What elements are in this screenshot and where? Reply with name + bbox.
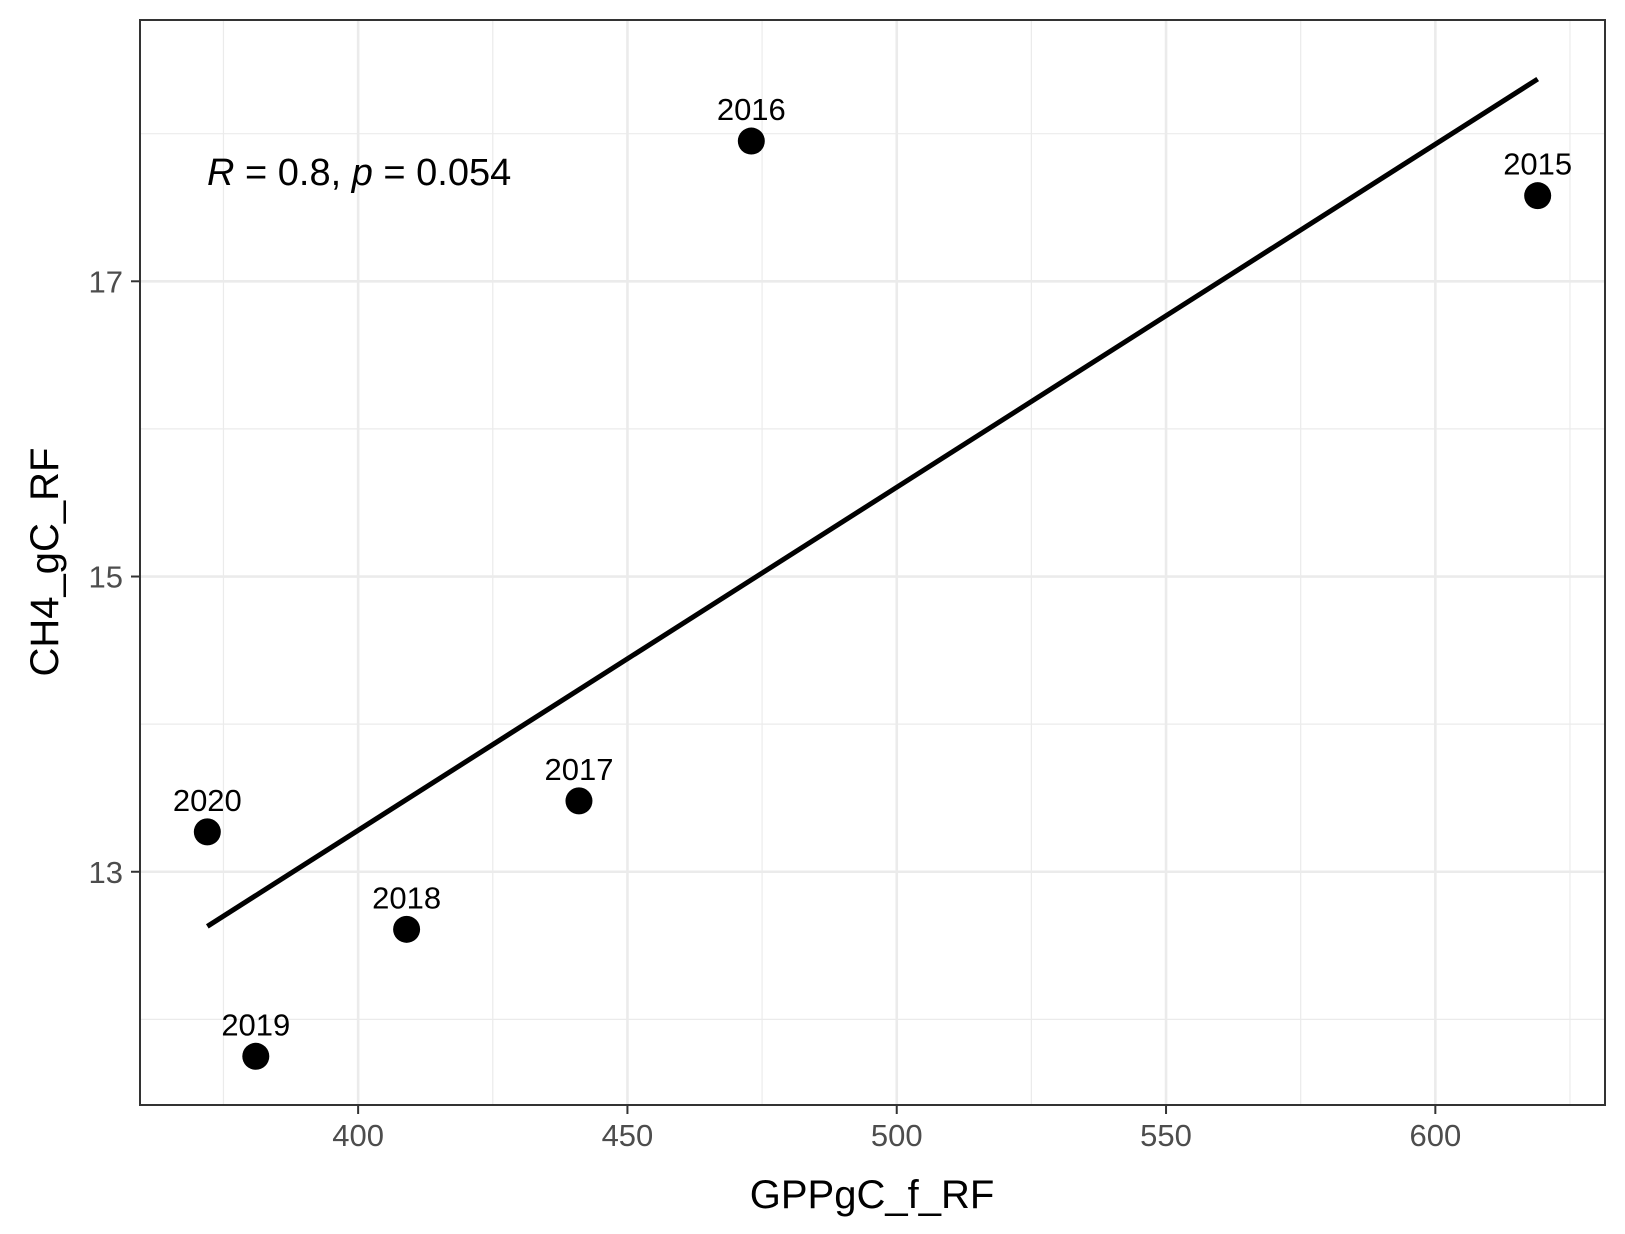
p-symbol: p bbox=[351, 152, 373, 194]
points-layer bbox=[193, 127, 1552, 1070]
x-tick-label: 550 bbox=[1140, 1118, 1192, 1153]
point-label-2018: 2018 bbox=[372, 880, 441, 915]
major-gridlines bbox=[140, 20, 1605, 1105]
y-tick-label: 13 bbox=[89, 855, 123, 890]
point-label-2016: 2016 bbox=[717, 92, 786, 127]
y-tick-label: 17 bbox=[89, 264, 123, 299]
panel-border bbox=[139, 19, 1606, 1106]
minor-gridlines bbox=[140, 20, 1605, 1105]
panel-background bbox=[140, 20, 1605, 1105]
point-label-2017: 2017 bbox=[544, 752, 613, 787]
p-value: = 0.054 bbox=[373, 152, 511, 194]
data-point-2018 bbox=[393, 915, 421, 943]
r-value: = 0.8, bbox=[234, 152, 351, 194]
data-point-2015 bbox=[1524, 182, 1552, 210]
regression-layer bbox=[205, 76, 1540, 929]
data-point-2019 bbox=[242, 1042, 270, 1070]
x-tick-label: 600 bbox=[1409, 1118, 1461, 1153]
point-label-2015: 2015 bbox=[1503, 147, 1572, 182]
data-point-2017 bbox=[565, 787, 593, 815]
point-label-2020: 2020 bbox=[173, 783, 242, 818]
x-tick-label: 450 bbox=[602, 1118, 654, 1153]
regression-line bbox=[205, 76, 1540, 929]
x-axis-ticks: 400 450 500 550 600 bbox=[332, 1105, 1461, 1153]
data-point-2020 bbox=[193, 818, 221, 846]
data-point-2016 bbox=[737, 127, 765, 155]
point-label-2019: 2019 bbox=[221, 1007, 290, 1042]
x-tick-label: 400 bbox=[332, 1118, 384, 1153]
x-tick-label: 500 bbox=[871, 1118, 923, 1153]
r-symbol: R bbox=[207, 152, 234, 194]
point-labels-layer: 2015 2016 2017 2018 2019 2020 bbox=[173, 92, 1572, 1042]
y-axis-title: CH4_gC_RF bbox=[23, 448, 67, 677]
correlation-annotation: R = 0.8, p = 0.054 bbox=[207, 152, 511, 194]
y-tick-label: 15 bbox=[89, 560, 123, 595]
y-axis-ticks: 13 15 17 bbox=[89, 264, 140, 890]
x-axis-title: GPPgC_f_RF bbox=[750, 1173, 995, 1217]
